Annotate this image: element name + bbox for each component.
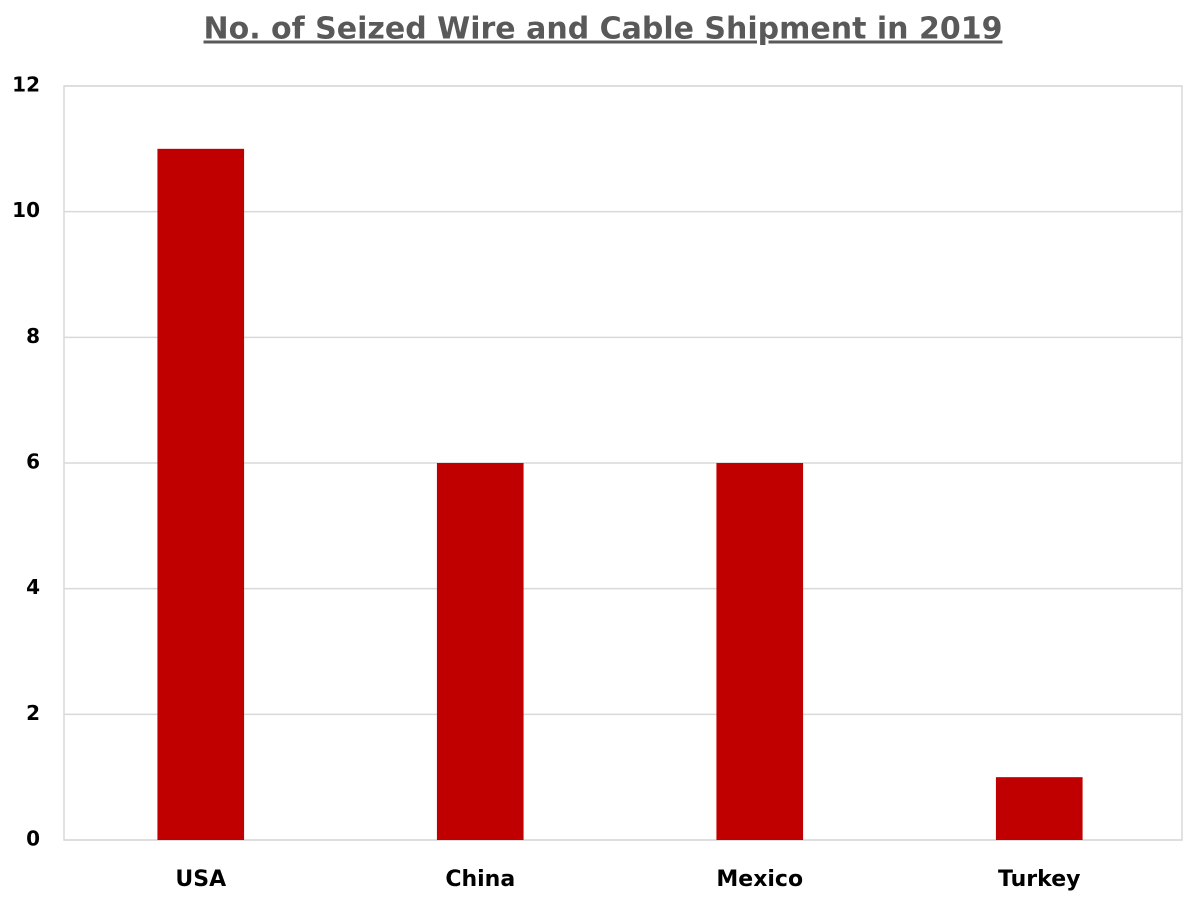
chart-title: No. of Seized Wire and Cable Shipment in…	[204, 12, 1003, 47]
bar	[995, 777, 1083, 840]
y-tick-label: 10	[12, 198, 40, 222]
y-tick-label: 12	[12, 73, 40, 97]
x-tick-label: Turkey	[998, 867, 1080, 892]
x-tick-label: USA	[175, 867, 226, 892]
x-tick-label: Mexico	[716, 867, 803, 892]
bar	[716, 463, 804, 840]
y-tick-label: 0	[26, 827, 40, 851]
bar	[157, 148, 245, 841]
y-tick-label: 8	[26, 324, 40, 348]
y-tick-label: 4	[26, 575, 40, 599]
y-tick-label: 6	[26, 450, 40, 474]
x-tick-label: China	[445, 867, 515, 892]
y-tick-label: 2	[26, 701, 40, 725]
bar	[436, 463, 524, 840]
